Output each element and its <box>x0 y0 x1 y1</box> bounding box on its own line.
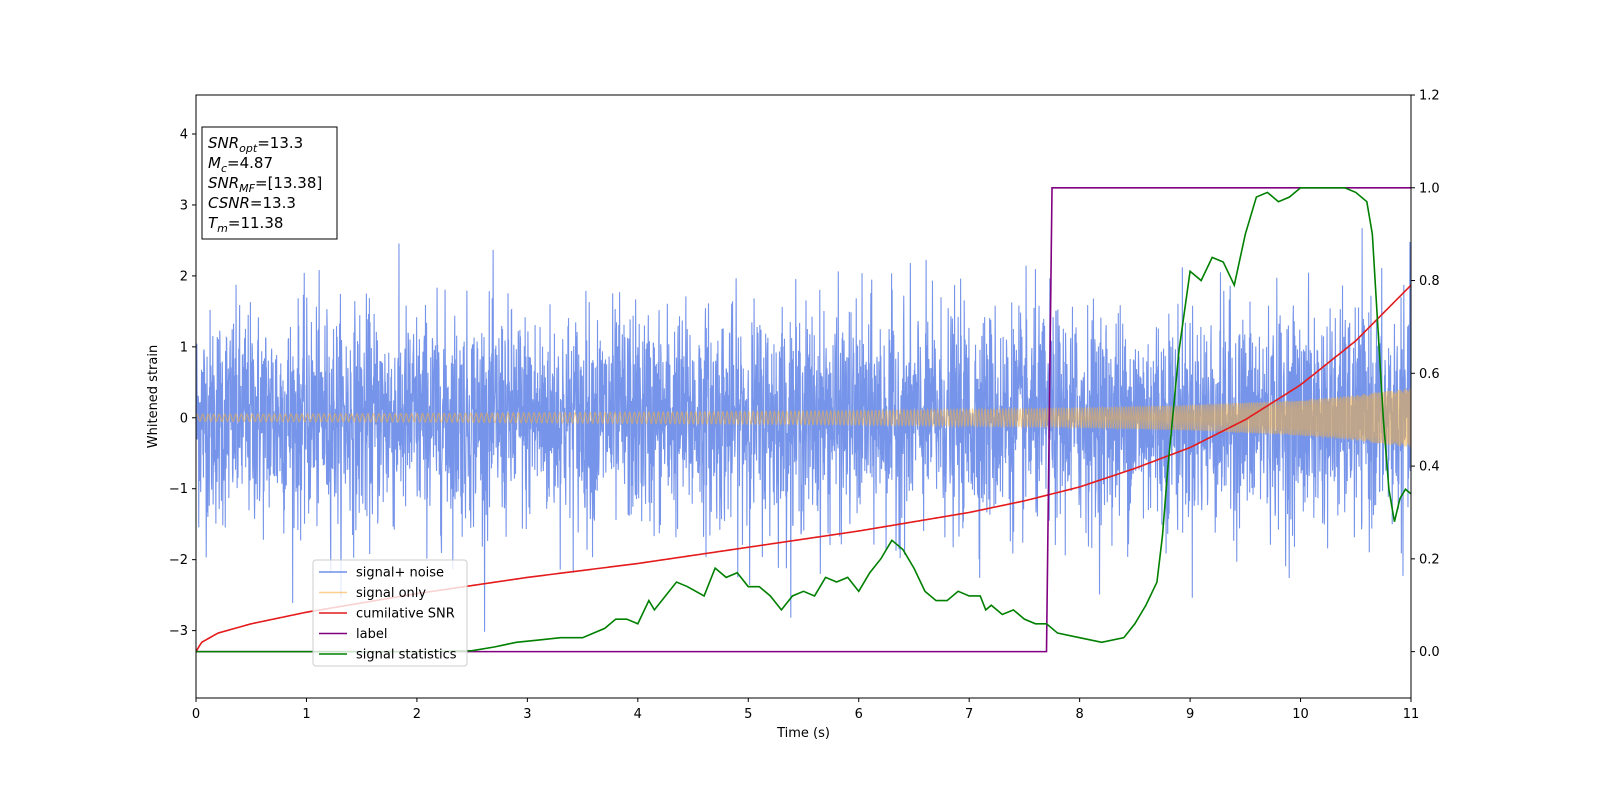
series-label-line <box>196 186 1411 653</box>
y2-tick-label: 0.2 <box>1419 552 1440 567</box>
x-tick-label: 7 <box>965 707 973 722</box>
info-box-line: CSNR=13.3 <box>208 194 296 212</box>
x-tick-label: 6 <box>855 707 863 722</box>
y-tick-label: 0 <box>180 411 188 426</box>
info-symbol: SNR <box>208 174 239 192</box>
x-tick-label: 11 <box>1403 707 1420 722</box>
legend: signal+ noise signal only cumilative SNR la… <box>312 559 468 667</box>
x-axis-label: Time (s) <box>776 726 830 741</box>
y-tick-label: 3 <box>180 198 188 213</box>
info-symbol: T <box>208 214 219 232</box>
info-box-frame <box>201 126 338 240</box>
legend-label: signal statistics <box>356 648 457 663</box>
y-tick-label: −3 <box>169 624 188 639</box>
y-tick-label: −2 <box>169 553 188 568</box>
legend-label: label <box>356 627 387 642</box>
x-tick-label: 4 <box>634 707 642 722</box>
info-symbol: CSNR <box>208 194 250 212</box>
info-symbol: SNR <box>208 134 239 152</box>
info-box-line: SNRMF=[13.38] <box>208 174 322 195</box>
x-tick-label: 10 <box>1292 707 1309 722</box>
plot-frame <box>195 94 1412 699</box>
info-value: =13.3 <box>250 194 296 212</box>
y2-tick-label: 0.8 <box>1419 274 1440 289</box>
axes: 0 1 2 3 4 5 6 7 8 9 10 11 −3 −2 −1 0 1 2 3 4 0.0 0.2 0.4 0.6 0.8… <box>169 89 1440 723</box>
info-box: SNRopt=13.3Mc=4.87SNRMF=[13.38]CSNR=13.3… <box>201 126 338 240</box>
series-signal-statistics-line <box>196 186 1411 653</box>
x-tick-label: 3 <box>523 707 531 722</box>
y-tick-label: 2 <box>180 269 188 284</box>
info-value: =13.3 <box>257 134 303 152</box>
info-subscript: c <box>221 162 227 175</box>
x-tick-label: 2 <box>413 707 421 722</box>
y-tick-label: 4 <box>180 128 188 143</box>
info-value: =11.38 <box>228 214 284 232</box>
info-value: =[13.38] <box>255 174 322 192</box>
y2-tick-label: 0.0 <box>1419 645 1440 660</box>
y2-tick-label: 1.2 <box>1419 89 1440 104</box>
series-signal-only-line <box>196 388 1411 448</box>
info-value: =4.87 <box>227 154 273 172</box>
legend-frame <box>312 559 468 667</box>
info-box-line: Mc=4.87 <box>208 154 273 175</box>
info-subscript: MF <box>239 182 255 195</box>
legend-label: signal only <box>356 586 426 601</box>
info-subscript: m <box>217 222 228 235</box>
series-signal-noise-line <box>196 228 1411 632</box>
x-tick-label: 5 <box>744 707 752 722</box>
legend-label: cumilative SNR <box>356 607 455 622</box>
y-tick-label: −1 <box>169 482 188 497</box>
info-subscript: opt <box>239 142 258 155</box>
x-tick-label: 9 <box>1186 707 1194 722</box>
x-tick-label: 8 <box>1075 707 1083 722</box>
info-box-line: SNRopt=13.3 <box>208 134 303 155</box>
info-box-line: Tm=11.38 <box>208 214 283 235</box>
y-axis-label: Whitened strain <box>146 345 161 448</box>
y2-tick-label: 1.0 <box>1419 181 1440 196</box>
y-tick-label: 1 <box>180 340 188 355</box>
legend-label: signal+ noise <box>356 566 444 581</box>
y2-tick-label: 0.6 <box>1419 367 1440 382</box>
info-symbol: M <box>208 154 221 172</box>
x-tick-label: 1 <box>302 707 310 722</box>
x-tick-label: 0 <box>192 707 200 722</box>
y2-tick-label: 0.4 <box>1419 460 1440 475</box>
